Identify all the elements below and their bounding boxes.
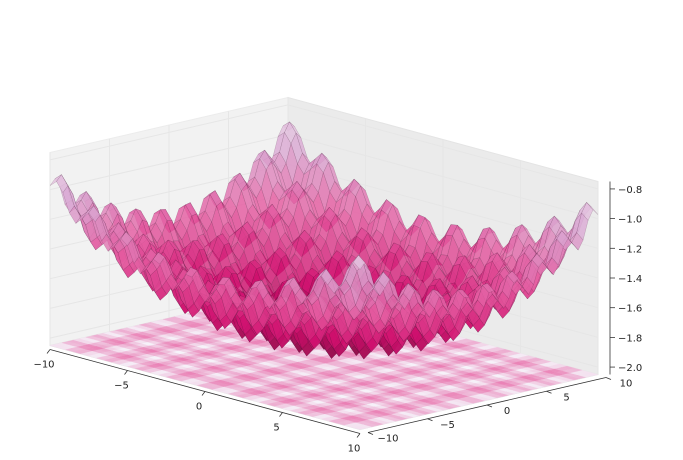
z-tick-label: −1.4 xyxy=(618,274,642,285)
y-tick-mark xyxy=(605,377,612,380)
y-tick-label: −5 xyxy=(440,420,455,431)
surface-mesh xyxy=(49,121,599,360)
x-tick-mark xyxy=(46,349,51,354)
z-tick-label: −1.0 xyxy=(618,215,642,226)
z-tick-label: −0.8 xyxy=(618,185,642,196)
y-tick-mark xyxy=(546,390,552,394)
gridline-z xyxy=(49,104,599,190)
x-tick-mark xyxy=(201,391,206,396)
x-tick-label: 0 xyxy=(196,402,202,413)
x-tick-label: 10 xyxy=(348,444,361,455)
x-tick-mark xyxy=(124,370,128,375)
x-tick-mark xyxy=(356,433,361,438)
contour-cell xyxy=(584,372,599,377)
y-tick-label: 0 xyxy=(504,406,510,417)
z-tick-label: −2.0 xyxy=(618,363,642,374)
z-tick-label: −1.6 xyxy=(618,304,642,315)
x-tick-label: 5 xyxy=(273,423,279,434)
y-tick-mark xyxy=(367,432,374,435)
z-tick-label: −1.2 xyxy=(618,244,642,255)
x-tick-label: −5 xyxy=(114,381,129,392)
y-tick-label: −10 xyxy=(377,434,398,445)
y-tick-label: 10 xyxy=(620,379,633,390)
y-tick-mark xyxy=(486,404,493,408)
y-tick-mark xyxy=(427,418,433,422)
x-tick-mark xyxy=(279,412,283,417)
z-tick-label: −1.8 xyxy=(618,333,642,344)
x-tick-label: −10 xyxy=(33,360,54,371)
y-tick-label: 5 xyxy=(563,392,569,403)
